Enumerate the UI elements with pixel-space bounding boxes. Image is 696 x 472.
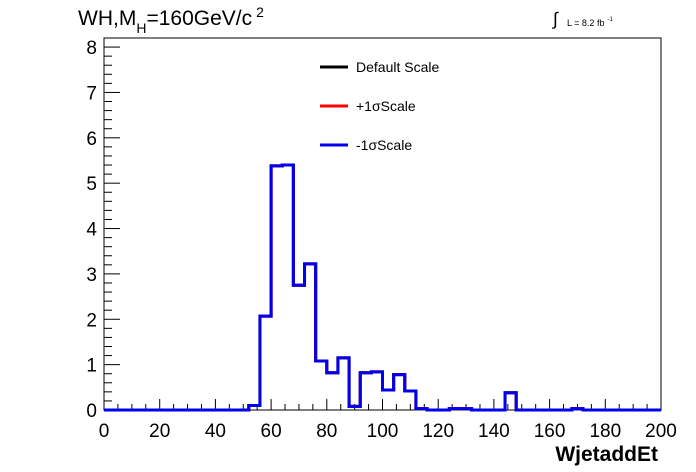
y-tick-label: 3 — [86, 265, 97, 286]
legend-label: -1σScale — [356, 137, 412, 153]
title-value: =160GeV/c — [146, 7, 253, 30]
y-tick-label: 0 — [86, 401, 97, 422]
y-tick-label: 4 — [86, 220, 97, 241]
y-tick-label: 5 — [86, 174, 97, 195]
luminosity-label: ∫ L = 8.2 fb -1 — [553, 9, 613, 29]
title-subscript: H — [136, 20, 147, 36]
chart-title: WH,MH=160GeV/c 2 — [78, 5, 264, 35]
title-superscript: 2 — [256, 4, 264, 20]
x-tick-label: 160 — [534, 421, 566, 442]
legend: Default Scale +1σScale -1σScale — [320, 59, 439, 153]
legend-label: Default Scale — [356, 59, 439, 75]
y-tick-label: 8 — [86, 38, 97, 59]
y-tick-label: 1 — [86, 356, 97, 377]
x-tick-label: 60 — [261, 421, 282, 442]
y-tick-label: 6 — [86, 129, 97, 150]
integral-icon: ∫ — [553, 9, 558, 29]
legend-label: +1σScale — [356, 98, 416, 114]
plot-frame — [103, 37, 662, 411]
axis-ticks: 0 20 40 60 80 100 120 140 160 180 200 0 1 2 3 4 5 6 7 8 — [86, 37, 677, 442]
series-layer — [104, 163, 661, 412]
x-tick-label: 0 — [99, 421, 110, 442]
luminosity-text: L = 8.2 fb — [567, 18, 605, 28]
x-tick-label: 200 — [645, 421, 677, 442]
x-tick-label: 180 — [589, 421, 621, 442]
luminosity-superscript: -1 — [607, 17, 613, 23]
x-tick-label: 20 — [149, 421, 170, 442]
y-tick-label: 2 — [86, 310, 97, 331]
x-axis-label: WjetaddEt — [555, 443, 658, 466]
x-tick-label: 80 — [316, 421, 337, 442]
series-line-2 — [104, 163, 661, 412]
y-tick-label: 7 — [86, 83, 97, 104]
x-tick-label: 120 — [422, 421, 454, 442]
title-prefix: WH,M — [78, 7, 137, 30]
x-tick-label: 100 — [367, 421, 399, 442]
x-tick-label: 140 — [478, 421, 510, 442]
x-tick-label: 40 — [205, 421, 226, 442]
